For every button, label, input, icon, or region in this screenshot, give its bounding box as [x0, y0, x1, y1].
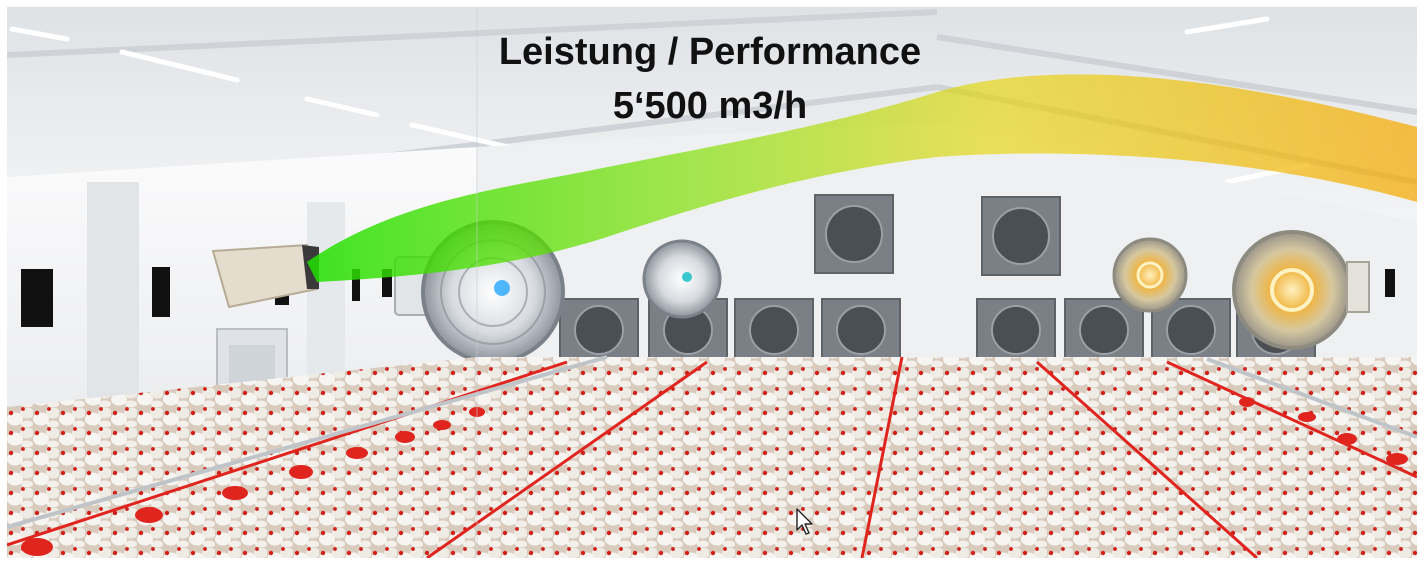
barn-illustration	[7, 7, 1417, 558]
circulation-fan-icon	[1232, 230, 1370, 350]
headline-airflow-value: 5‘500 m3/h	[612, 85, 808, 127]
ceiling-light-icon	[9, 16, 1310, 185]
cursor-icon	[796, 508, 813, 535]
poultry-barn-scene: Leistung / Performance 5‘500 m3/h	[7, 7, 1417, 558]
headline-title: Leistung / Performance	[498, 31, 922, 73]
feeder-pan-icon	[21, 397, 1408, 556]
water-lines	[7, 355, 1417, 529]
feeder-lines	[7, 356, 1417, 558]
circulation-fan-icon	[1112, 237, 1188, 313]
chicken-flock	[7, 357, 1417, 558]
airflow-stream	[307, 74, 1417, 282]
circulation-fan-icon	[642, 239, 722, 319]
performance-headline: Leistung / Performance 5‘500 m3/h	[390, 25, 1030, 133]
